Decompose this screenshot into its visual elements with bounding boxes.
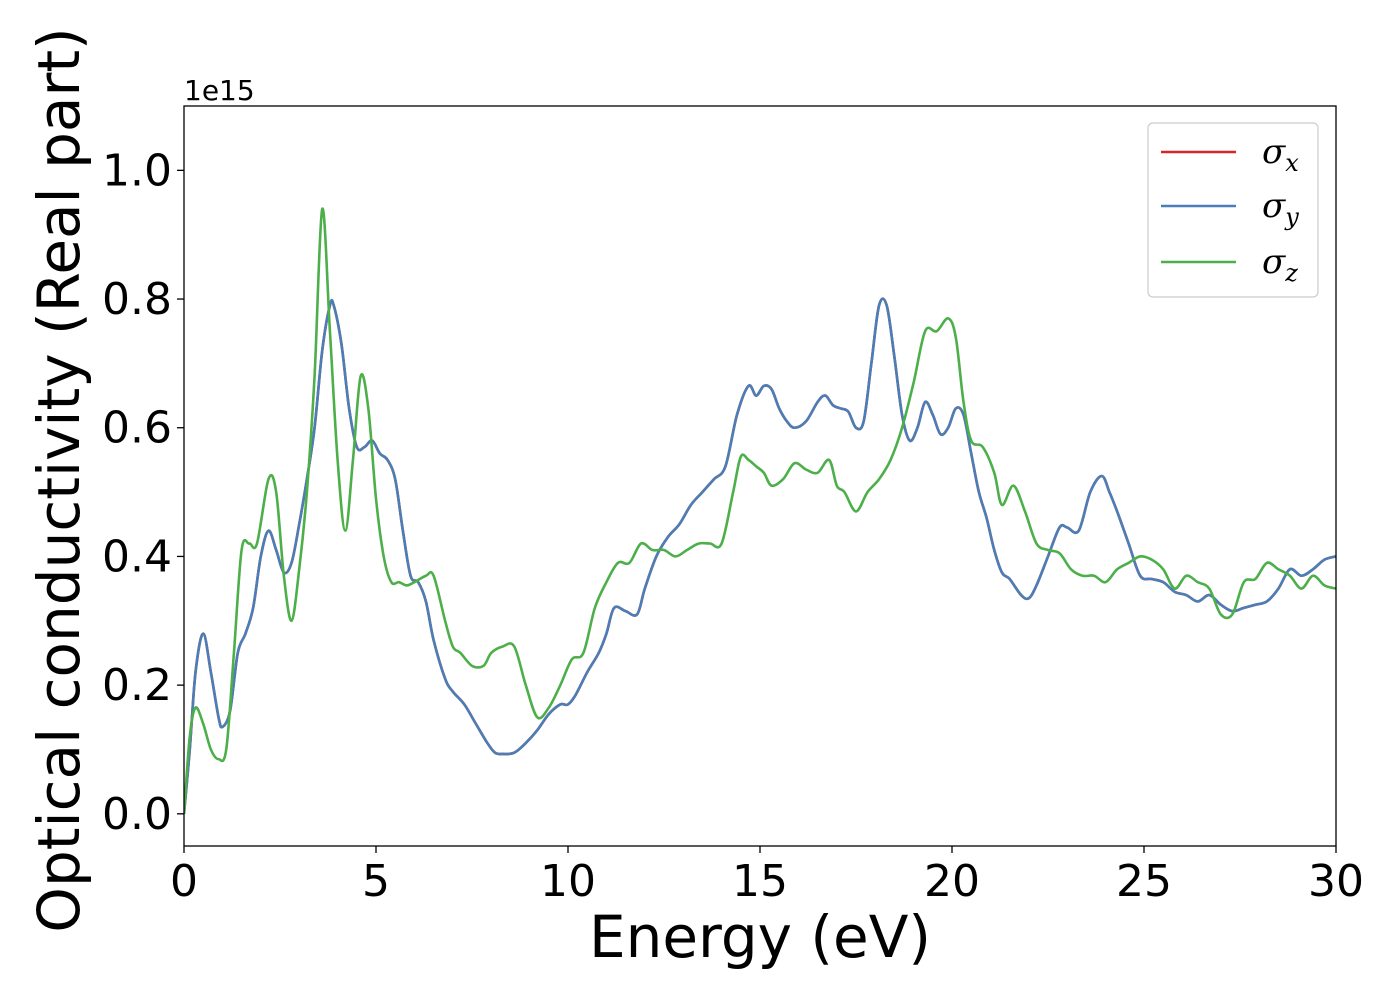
legend-label-z: σz [1262,242,1298,287]
legend-box [1147,122,1319,298]
x-axis-ticks: 0 5 10 15 20 25 30 [170,846,1364,907]
y-axis-title: Optical conductivity (Real part) [25,27,93,932]
x-tick-label: 10 [540,856,596,907]
x-tick-label: 5 [362,856,390,907]
x-tick-label: 25 [1116,856,1172,907]
x-axis-title: Energy (eV) [589,903,931,971]
legend-label-x: σx [1262,132,1299,177]
x-tick-label: 30 [1308,856,1364,907]
y-tick-label: 0.0 [102,789,172,840]
y-tick-label: 1.0 [102,145,172,196]
y-offset-text: 1e15 [184,74,255,107]
series-line-z [184,207,1336,814]
y-tick-label: 0.4 [102,531,172,582]
legend-label-y: σy [1262,186,1299,231]
y-axis-ticks: 0.0 0.2 0.4 0.6 0.8 1.0 [102,145,184,840]
y-tick-label: 0.8 [102,274,172,325]
legend: σx σy σz [1147,122,1319,298]
plot-frame [183,105,1337,847]
x-tick-label: 15 [732,856,788,907]
series-layer [184,207,1336,814]
y-tick-label: 0.2 [102,660,172,711]
y-tick-label: 0.6 [102,403,172,454]
series-line-y [184,297,1336,814]
series-line-x [184,297,1336,814]
x-tick-label: 20 [924,856,980,907]
x-tick-label: 0 [170,856,198,907]
